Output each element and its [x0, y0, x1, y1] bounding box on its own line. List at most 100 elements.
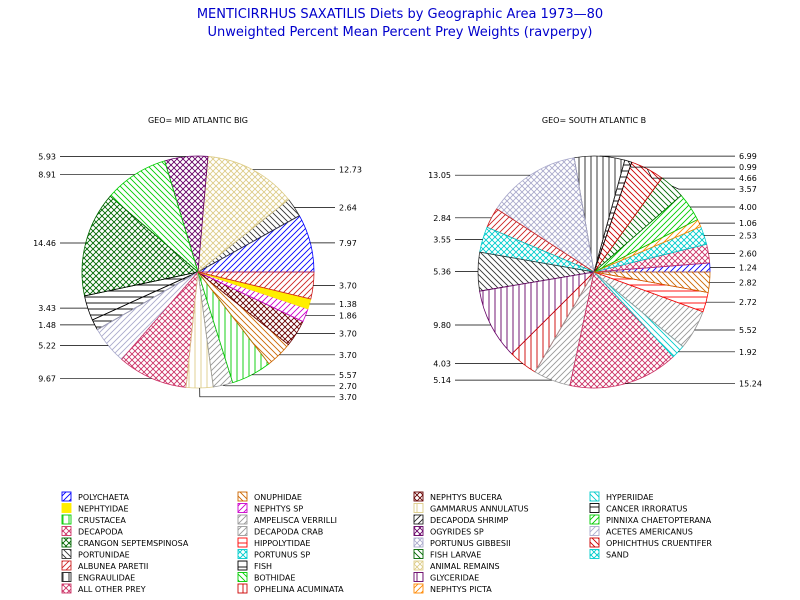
- pie2-slice-portunus-gibbesii: [496, 157, 595, 273]
- pie1-leader-10: [199, 387, 335, 398]
- pie1-label-15: 1.86: [339, 311, 357, 320]
- legend-swatch-glyceridae: [413, 572, 424, 582]
- legend-label-ogyrides-sp: OGYRIDES SP: [430, 528, 484, 537]
- pie1-label-11: 2.70: [339, 382, 357, 391]
- pie1-label-16: 1.38: [339, 300, 357, 309]
- legend-swatch-hippolytidae: [237, 537, 248, 548]
- legend-label-pinnixa-chaetopterana: PINNIXA CHAETOPTERANA: [606, 516, 712, 525]
- pie1-label-9: 9.67: [38, 374, 56, 383]
- pie2-label-17: 1.92: [739, 348, 757, 357]
- legend-swatch-ampelisca-verrilli: [237, 514, 248, 525]
- legend-swatch-nephtyidae: [61, 503, 72, 513]
- pie2-label-3: 1.06: [739, 219, 757, 228]
- pie2: 6.99 0.99 4.66 3.57 4.00 1.06 2.53 2.60 1.24 2.82…: [428, 152, 762, 389]
- pie2-title: GEO= SOUTH ATLANTIC B: [542, 116, 646, 125]
- pie1-label-17: 3.70: [339, 282, 357, 291]
- pie2-label-0: 1.24: [739, 263, 757, 272]
- legend-label-fish-larvae: FISH LARVAE: [430, 551, 481, 560]
- pie2-label-6: 4.66: [739, 174, 757, 183]
- legend-swatch-all-other-prey: [61, 583, 72, 594]
- legend-label-portunus-sp: PORTUNUS SP: [254, 551, 310, 560]
- pie2-leader-5: [671, 185, 735, 190]
- legend-swatch-engraulidae: [61, 572, 72, 582]
- pie1-title: GEO= MID ATLANTIC BIG: [148, 116, 248, 125]
- pie1-leader-11: [223, 384, 335, 387]
- pie2-label-20: 2.82: [739, 278, 757, 287]
- legend-label-engraulidae: ENGRAULIDAE: [78, 574, 135, 583]
- pie1-label-7: 1.48: [38, 321, 56, 330]
- legend-label-hyperiidae: HYPERIIDAE: [606, 493, 654, 502]
- legend-swatch-gammarus-annulatus: [413, 503, 424, 513]
- legend-swatch-hyperiidae: [589, 491, 600, 502]
- pie2-leader-7: [627, 161, 735, 168]
- legend-swatch-bothidae: [237, 572, 248, 582]
- pie2-leader-6: [646, 168, 735, 179]
- pie2-label-7: 0.99: [739, 163, 757, 172]
- legend-swatch-polychaeta: [61, 491, 72, 502]
- legend-label-ampelisca-verrilli: AMPELISCA VERRILLI: [254, 516, 337, 525]
- legend-swatch-acetes-americanus: [589, 526, 600, 536]
- legend-label-hippolytidae: HIPPOLYTIDAE: [254, 539, 310, 548]
- legend-swatch-crangon-septemspinosa: [61, 537, 72, 548]
- pie2-label-1: 2.60: [739, 249, 757, 258]
- pie1-label-3: 5.93: [38, 153, 56, 162]
- legend-swatch-onuphidae: [237, 491, 248, 502]
- legend-label-portunus-gibbesii: PORTUNUS GIBBESII: [430, 539, 511, 548]
- chart-subtitle: Unweighted Percent Mean Percent Prey Wei…: [208, 25, 593, 40]
- pie2-label-9: 13.05: [428, 171, 451, 180]
- legend-label-ophelina-acuminata: OPHELINA ACUMINATA: [254, 585, 344, 594]
- legend-swatch-portunus-sp: [237, 549, 248, 559]
- pie2-label-8: 6.99: [739, 152, 757, 161]
- legend-swatch-crustacea: [61, 514, 72, 525]
- legend-label-bothidae: BOTHIDAE: [254, 574, 295, 583]
- legend-label-crangon-septemspinosa: CRANGON SEPTEMSPINOSA: [78, 539, 189, 548]
- pie2-label-2: 2.53: [739, 231, 757, 240]
- legend-label-nephtys-picta: NEPHTYS PICTA: [430, 585, 492, 594]
- pie1-label-0: 7.97: [339, 239, 357, 248]
- pie1-label-12: 5.57: [339, 371, 357, 380]
- pie1-label-8: 5.22: [38, 341, 56, 350]
- pie1-slice-animal-remains: [197, 155, 290, 273]
- legend-label-acetes-americanus: ACETES AMERICANUS: [606, 528, 693, 537]
- legend-label-sand: SAND: [606, 551, 629, 560]
- legend-swatch-fish-larvae: [413, 549, 424, 559]
- pie1-label-2: 12.73: [339, 166, 362, 175]
- legend-swatch-ogyrides-sp: [413, 526, 424, 536]
- pie1-label-6: 3.43: [38, 304, 56, 313]
- legend-swatch-animal-remains: [413, 560, 424, 571]
- pie1-slice-albunea-paretii: [197, 271, 315, 300]
- legend-label-nephtys-bucera: NEPHTYS BUCERA: [430, 493, 502, 502]
- pie1-label-14: 3.70: [339, 330, 357, 339]
- legend-label-portunidae: PORTUNIDAE: [78, 551, 130, 560]
- legend-label-all-other-prey: ALL OTHER PREY: [78, 585, 146, 594]
- pie1-label-4: 8.91: [38, 171, 56, 180]
- legend-label-glyceridae: GLYCERIDAE: [430, 574, 479, 583]
- legend-swatch-cancer-irroratus: [589, 503, 600, 513]
- legend-swatch-portunus-gibbesii: [413, 537, 424, 548]
- pie2-label-4: 4.00: [739, 203, 757, 212]
- pie2-label-10: 2.84: [433, 214, 451, 223]
- legend-swatch-decapoda-crab: [237, 526, 248, 536]
- legend-label-albunea-paretii: ALBUNEA PARETII: [78, 562, 148, 571]
- pie2-label-13: 9.80: [433, 321, 451, 330]
- pie2-label-19: 2.72: [739, 298, 757, 307]
- legend-swatch-ophichthus-cruentifer: [589, 537, 600, 548]
- legend-swatch-sand: [589, 549, 600, 559]
- pie1-label-10: 3.70: [339, 393, 357, 402]
- pie2-label-11: 3.55: [433, 235, 451, 244]
- pie2-label-16: 15.24: [739, 380, 762, 389]
- pie1-label-5: 14.46: [33, 239, 56, 248]
- legend-label-decapoda-shrimp: DECAPODA SHRIMP: [430, 516, 508, 525]
- pie2-label-15: 5.14: [433, 376, 451, 385]
- legend-swatch-nephtys-sp: [237, 503, 248, 513]
- legend-label-gammarus-annulatus: GAMMARUS ANNULATUS: [430, 505, 529, 514]
- legend-label-nephtys-sp: NEPHTYS SP: [254, 505, 303, 514]
- legend-swatch-nephtys-picta: [413, 583, 424, 594]
- legend-label-fish: FISH: [254, 562, 272, 571]
- legend-swatch-decapoda: [61, 526, 72, 536]
- legend-label-ophichthus-cruentifer: OPHICHTHUS CRUENTIFER: [606, 539, 712, 548]
- legend-swatch-decapoda-shrimp: [413, 514, 424, 525]
- legend-swatch-fish: [237, 560, 248, 571]
- legend-label-onuphidae: ONUPHIDAE: [254, 493, 302, 502]
